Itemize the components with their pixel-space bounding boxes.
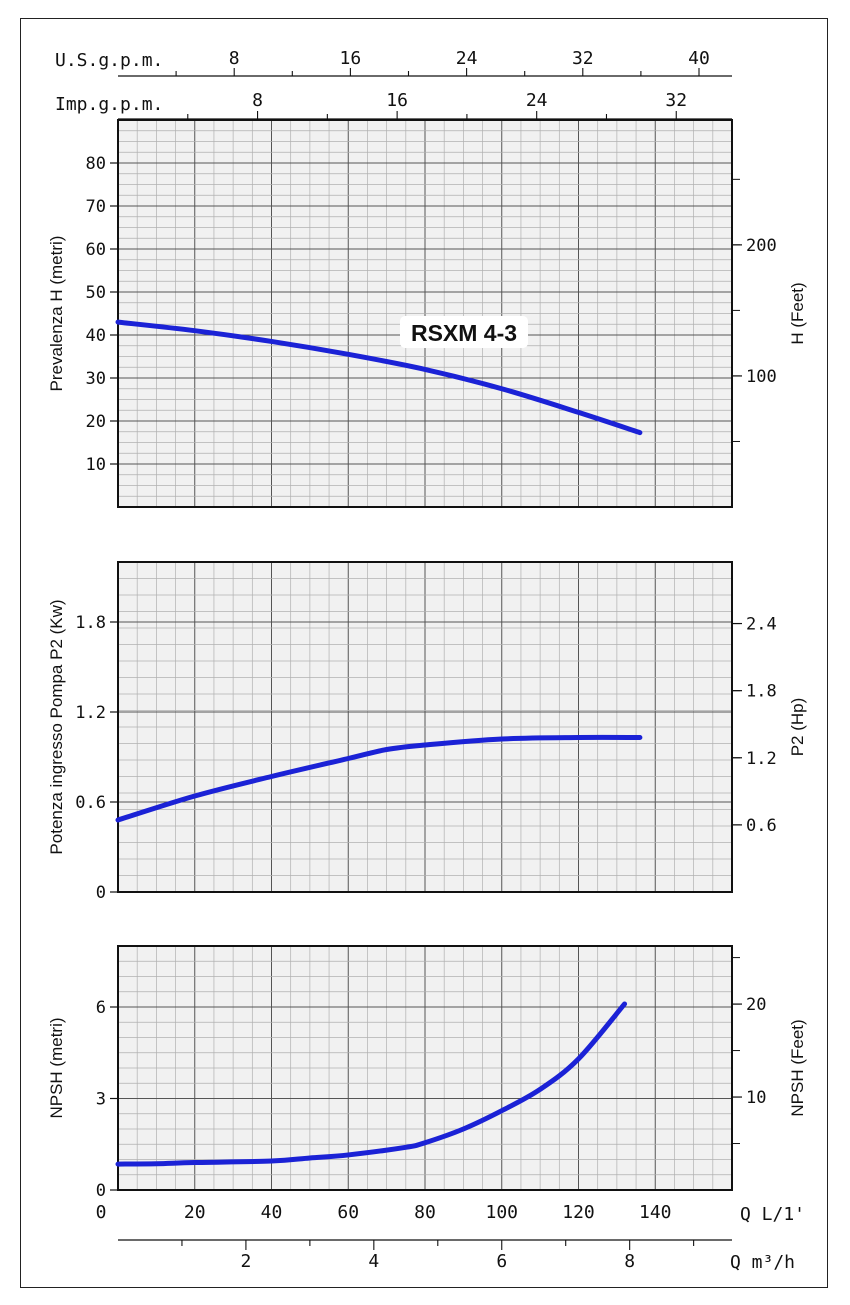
- plot-border-head: [117, 119, 733, 508]
- y-right-tick-label: 2.4: [746, 615, 777, 635]
- panel-npsh: 0 3 6 10 20 NPSH (metri) NPSH (Feet): [47, 945, 807, 1201]
- q-lmin-tick-label: 60: [337, 1202, 359, 1223]
- q-m3h-tick-label: 8: [624, 1251, 635, 1272]
- q-lmin-tick-label: 20: [184, 1202, 206, 1223]
- y-right-axis-title-power: P2 (Hp): [788, 698, 807, 757]
- y-tick-label: 1.2: [75, 703, 106, 723]
- q-lmin-tick-label: 0: [96, 1202, 107, 1223]
- y-right-tick-label: 20: [746, 995, 766, 1015]
- impgpm-tick-label: 24: [526, 90, 548, 111]
- impgpm-label: Imp.g.p.m.: [55, 94, 163, 115]
- y-tick-label: 0: [96, 1181, 106, 1201]
- q-lmin-tick-label: 140: [639, 1202, 672, 1223]
- panel-head: 10 20 30 40 50 60 70 80 100 200 Prevalenza H (metr…: [47, 119, 807, 508]
- model-label-text: RSXM 4-3: [411, 320, 517, 346]
- bottom-axes: 0 20 40 60 80 100 120 140 Q L/1' 2 4 6 8 Q m³/h: [96, 1202, 805, 1273]
- impgpm-tick-label: 8: [252, 90, 263, 111]
- q-m3h-tick-label: 6: [496, 1251, 507, 1272]
- y-right-tick-label: 1.8: [746, 682, 777, 702]
- usgpm-tick-label: 24: [456, 48, 478, 69]
- y-right-tick-label: 100: [746, 367, 777, 387]
- impgpm-tick-label: 32: [665, 90, 687, 111]
- q-lmin-tick-label: 100: [485, 1202, 518, 1223]
- panel-power: 0 0.6 1.2 1.8 0.6 1.2 1.8 2.4 Potenza ingresso P…: [47, 561, 807, 903]
- model-label: RSXM 4-3: [400, 316, 528, 348]
- q-lmin-tick-label: 120: [562, 1202, 595, 1223]
- usgpm-tick-label: 40: [688, 48, 710, 69]
- q-m3h-tick-label: 4: [368, 1251, 379, 1272]
- q-m3h-label: Q m³/h: [730, 1252, 795, 1273]
- y-tick-label: 60: [86, 240, 106, 260]
- chart-frame: [20, 18, 828, 1288]
- y-right-tick-label: 0.6: [746, 816, 777, 836]
- y-axis-title-power: Potenza ingresso Pompa P2 (Kw): [47, 599, 66, 854]
- y-tick-label: 50: [86, 283, 106, 303]
- y-tick-label: 0.6: [75, 793, 106, 813]
- curve-power: [115, 734, 643, 823]
- q-m3h-tick-label: 2: [240, 1251, 251, 1272]
- plot-border-power: [117, 561, 733, 893]
- y-tick-label: 10: [86, 455, 106, 475]
- y-right-tick-label: 1.2: [746, 749, 777, 769]
- y-tick-label: 0: [96, 883, 106, 903]
- usgpm-tick-label: 16: [340, 48, 362, 69]
- curve-head: [115, 319, 643, 436]
- usgpm-tick-label: 8: [229, 48, 240, 69]
- y-right-tick-label: 10: [746, 1088, 766, 1108]
- q-lmin-tick-label: 80: [414, 1202, 436, 1223]
- y-right-tick-label: 200: [746, 236, 777, 256]
- y-tick-label: 70: [86, 197, 106, 217]
- y-tick-label: 6: [96, 998, 106, 1018]
- q-lmin-tick-label: 40: [261, 1202, 283, 1223]
- curve-npsh: [115, 1001, 628, 1167]
- y-axis-title-head: Prevalenza H (metri): [47, 236, 66, 392]
- y-tick-label: 80: [86, 154, 106, 174]
- y-tick-label: 30: [86, 369, 106, 389]
- y-tick-label: 40: [86, 326, 106, 346]
- y-axis-title-npsh: NPSH (metri): [47, 1017, 66, 1118]
- y-right-axis-title-head: H (Feet): [788, 282, 807, 344]
- y-right-axis-title-npsh: NPSH (Feet): [788, 1019, 807, 1116]
- y-tick-label: 20: [86, 412, 106, 432]
- q-lmin-label: Q L/1': [740, 1204, 805, 1225]
- model-label-bg: [400, 316, 528, 348]
- usgpm-tick-label: 32: [572, 48, 594, 69]
- plot-border-npsh: [117, 945, 733, 1191]
- y-tick-label: 3: [96, 1090, 106, 1110]
- usgpm-label: U.S.g.p.m.: [55, 50, 163, 71]
- y-tick-label: 1.8: [75, 613, 106, 633]
- impgpm-tick-label: 16: [386, 90, 408, 111]
